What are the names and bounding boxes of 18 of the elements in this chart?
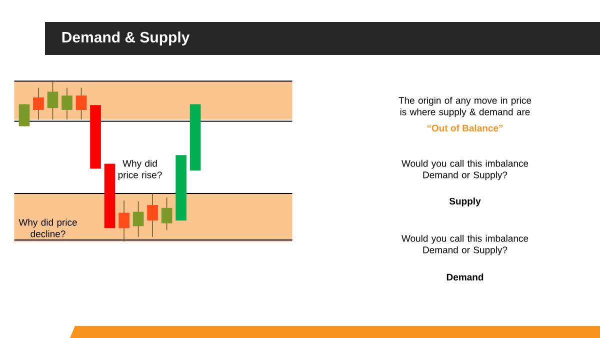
candlestick xyxy=(33,87,44,120)
text: “Out of Balance” xyxy=(427,124,503,132)
annotation: Why did price decline? xyxy=(18,218,77,238)
text: Would you call this imbalance Demand or Supply? xyxy=(402,234,528,256)
chart-title: Demand & Supply xyxy=(62,32,190,46)
text: Supply xyxy=(449,198,481,206)
candlestick xyxy=(161,197,172,230)
candlestick xyxy=(62,87,72,120)
candlestick xyxy=(147,193,158,238)
candlestick xyxy=(118,200,130,242)
candlestick xyxy=(18,104,30,127)
candlestick xyxy=(47,80,58,120)
text: Demand xyxy=(446,274,484,280)
annotation: Why did price rise? xyxy=(118,160,162,180)
text: The origin of any move in price is where supply & demand are xyxy=(398,96,532,118)
candlestick xyxy=(76,87,87,120)
text: Would you call this imbalance Demand or Supply? xyxy=(402,160,528,180)
candlestick xyxy=(132,200,144,238)
